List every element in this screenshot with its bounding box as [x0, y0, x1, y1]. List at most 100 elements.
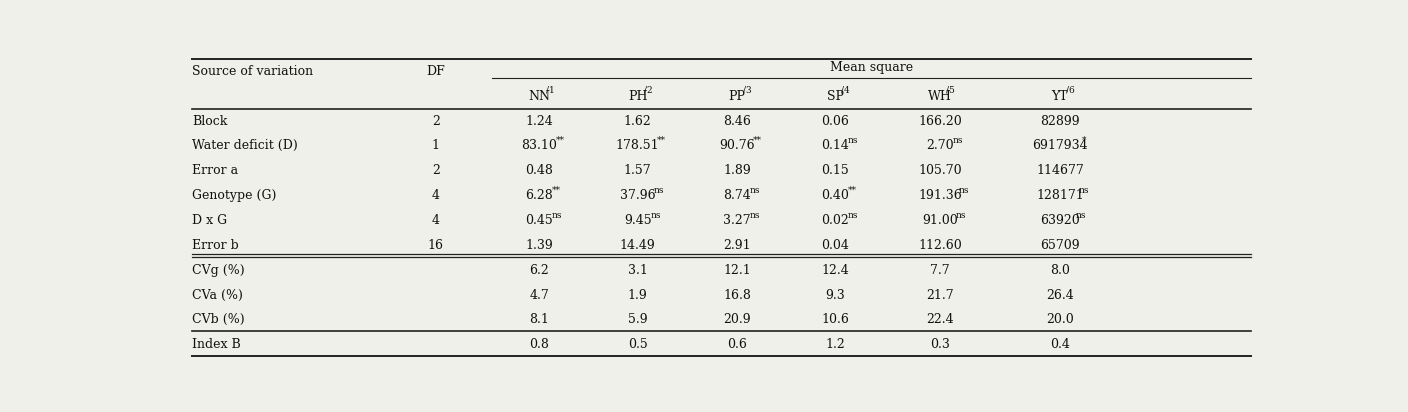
Text: 12.4: 12.4 — [821, 264, 849, 277]
Text: 128171: 128171 — [1036, 189, 1084, 202]
Text: 0.5: 0.5 — [628, 338, 648, 351]
Text: ns: ns — [956, 211, 966, 220]
Text: 20.9: 20.9 — [724, 314, 750, 326]
Text: ns: ns — [749, 186, 760, 194]
Text: 37.96: 37.96 — [620, 189, 655, 202]
Text: PP: PP — [728, 90, 745, 103]
Text: 6917934: 6917934 — [1032, 139, 1088, 152]
Text: 5.9: 5.9 — [628, 314, 648, 326]
Text: /5: /5 — [946, 86, 955, 94]
Text: **: ** — [656, 136, 666, 145]
Text: YT: YT — [1052, 90, 1069, 103]
Text: 112.60: 112.60 — [918, 239, 962, 252]
Text: 8.74: 8.74 — [722, 189, 750, 202]
Text: Error a: Error a — [193, 164, 238, 177]
Text: 1.24: 1.24 — [525, 115, 553, 128]
Text: Block: Block — [193, 115, 228, 128]
Text: 166.20: 166.20 — [918, 115, 962, 128]
Text: Mean square: Mean square — [831, 61, 914, 74]
Text: 114677: 114677 — [1036, 164, 1084, 177]
Text: 0.15: 0.15 — [821, 164, 849, 177]
Text: 14.49: 14.49 — [620, 239, 656, 252]
Text: /1: /1 — [546, 86, 555, 94]
Text: 2: 2 — [432, 115, 439, 128]
Text: 16: 16 — [428, 239, 444, 252]
Text: 20.0: 20.0 — [1046, 314, 1074, 326]
Text: 2.70: 2.70 — [926, 139, 953, 152]
Text: ns: ns — [552, 211, 563, 220]
Text: ns: ns — [848, 136, 859, 145]
Text: CVa (%): CVa (%) — [193, 288, 244, 302]
Text: 90.76: 90.76 — [719, 139, 755, 152]
Text: PH: PH — [628, 90, 648, 103]
Text: 1.62: 1.62 — [624, 115, 652, 128]
Text: 0.8: 0.8 — [529, 338, 549, 351]
Text: WH: WH — [928, 90, 952, 103]
Text: D x G: D x G — [193, 214, 228, 227]
Text: 26.4: 26.4 — [1046, 288, 1074, 302]
Text: 65709: 65709 — [1041, 239, 1080, 252]
Text: 1.89: 1.89 — [722, 164, 750, 177]
Text: ns: ns — [650, 211, 660, 220]
Text: 63920: 63920 — [1041, 214, 1080, 227]
Text: Genotype (G): Genotype (G) — [193, 189, 277, 202]
Text: 22.4: 22.4 — [926, 314, 953, 326]
Text: 0.40: 0.40 — [821, 189, 849, 202]
Text: ns: ns — [749, 211, 760, 220]
Text: 4: 4 — [432, 214, 439, 227]
Text: ns: ns — [848, 211, 859, 220]
Text: CVb (%): CVb (%) — [193, 314, 245, 326]
Text: SP: SP — [826, 90, 843, 103]
Text: CVg (%): CVg (%) — [193, 264, 245, 277]
Text: 0.06: 0.06 — [821, 115, 849, 128]
Text: 10.6: 10.6 — [821, 314, 849, 326]
Text: 83.10: 83.10 — [521, 139, 558, 152]
Text: **: ** — [848, 186, 857, 194]
Text: 0.45: 0.45 — [525, 214, 553, 227]
Text: 1.9: 1.9 — [628, 288, 648, 302]
Text: 8.1: 8.1 — [529, 314, 549, 326]
Text: **: ** — [753, 136, 762, 145]
Text: 9.45: 9.45 — [624, 214, 652, 227]
Text: 105.70: 105.70 — [918, 164, 962, 177]
Text: 0.48: 0.48 — [525, 164, 553, 177]
Text: 9.3: 9.3 — [825, 288, 845, 302]
Text: 0.4: 0.4 — [1050, 338, 1070, 351]
Text: ns: ns — [1079, 186, 1090, 194]
Text: Index B: Index B — [193, 338, 241, 351]
Text: 0.6: 0.6 — [727, 338, 746, 351]
Text: 4: 4 — [432, 189, 439, 202]
Text: **: ** — [552, 186, 562, 194]
Text: 16.8: 16.8 — [722, 288, 750, 302]
Text: Source of variation: Source of variation — [193, 65, 314, 78]
Text: ns: ns — [1076, 211, 1087, 220]
Text: DF: DF — [427, 65, 445, 78]
Text: 3.1: 3.1 — [628, 264, 648, 277]
Text: **: ** — [555, 136, 565, 145]
Text: NN: NN — [528, 90, 551, 103]
Text: 1.2: 1.2 — [825, 338, 845, 351]
Text: 8.46: 8.46 — [722, 115, 750, 128]
Text: ns: ns — [959, 186, 970, 194]
Text: 1.39: 1.39 — [525, 239, 553, 252]
Text: 91.00: 91.00 — [922, 214, 957, 227]
Text: Water deficit (D): Water deficit (D) — [193, 139, 298, 152]
Text: /3: /3 — [743, 86, 752, 94]
Text: /2: /2 — [643, 86, 652, 94]
Text: 8.0: 8.0 — [1050, 264, 1070, 277]
Text: 2.91: 2.91 — [724, 239, 750, 252]
Text: 0.3: 0.3 — [929, 338, 950, 351]
Text: 0.14: 0.14 — [821, 139, 849, 152]
Text: 21.7: 21.7 — [926, 288, 953, 302]
Text: 0.02: 0.02 — [821, 214, 849, 227]
Text: 3.27: 3.27 — [724, 214, 750, 227]
Text: Error b: Error b — [193, 239, 239, 252]
Text: 4.7: 4.7 — [529, 288, 549, 302]
Text: /6: /6 — [1066, 86, 1074, 94]
Text: /4: /4 — [842, 86, 850, 94]
Text: 6.2: 6.2 — [529, 264, 549, 277]
Text: 178.51: 178.51 — [615, 139, 659, 152]
Text: 191.36: 191.36 — [918, 189, 962, 202]
Text: 1: 1 — [432, 139, 439, 152]
Text: 82899: 82899 — [1041, 115, 1080, 128]
